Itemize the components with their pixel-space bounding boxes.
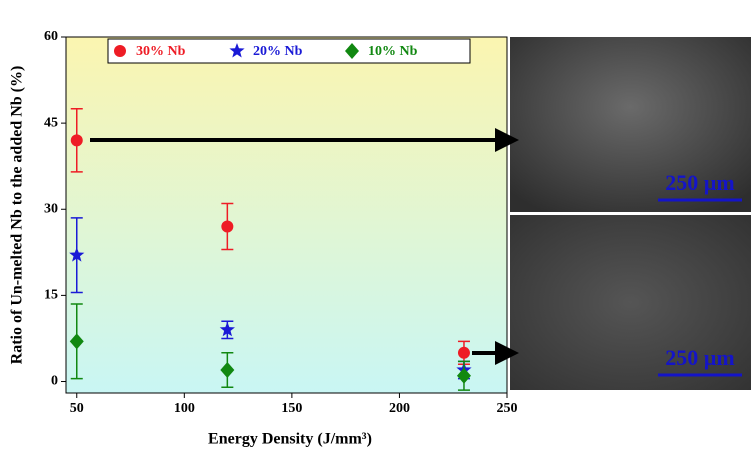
legend-label: 30% Nb [136, 44, 186, 59]
x-tick-label: 200 [389, 401, 410, 416]
x-tick-label: 150 [281, 401, 302, 416]
y-tick-label: 0 [51, 374, 58, 389]
plot-area [66, 37, 507, 393]
y-tick-label: 45 [44, 115, 58, 130]
legend-items: 30% Nb 20% Nb 10% Nb [114, 43, 418, 59]
y-tick-label: 60 [44, 29, 58, 44]
x-tick-label: 250 [497, 401, 518, 416]
legend-marker [114, 45, 126, 57]
x-tick-label: 50 [70, 401, 84, 416]
y-tick-label: 30 [44, 201, 58, 216]
legend-label: 20% Nb [253, 44, 303, 59]
scale-label: 250 µm [665, 345, 735, 370]
y-axis-label: Ratio of Un-melted Nb to the added Nb (%… [9, 66, 26, 365]
legend-label: 10% Nb [368, 44, 418, 59]
figure: 50 100 150 200 250 0 15 30 45 60 Energy Density (… [0, 0, 751, 453]
point [221, 220, 233, 232]
scale-label: 250 µm [665, 170, 735, 195]
x-tick-label: 100 [174, 401, 195, 416]
point [458, 347, 470, 359]
x-axis-label: Energy Density (J/mm³) [208, 431, 372, 448]
y-tick-label: 15 [44, 288, 58, 303]
point [71, 134, 83, 146]
